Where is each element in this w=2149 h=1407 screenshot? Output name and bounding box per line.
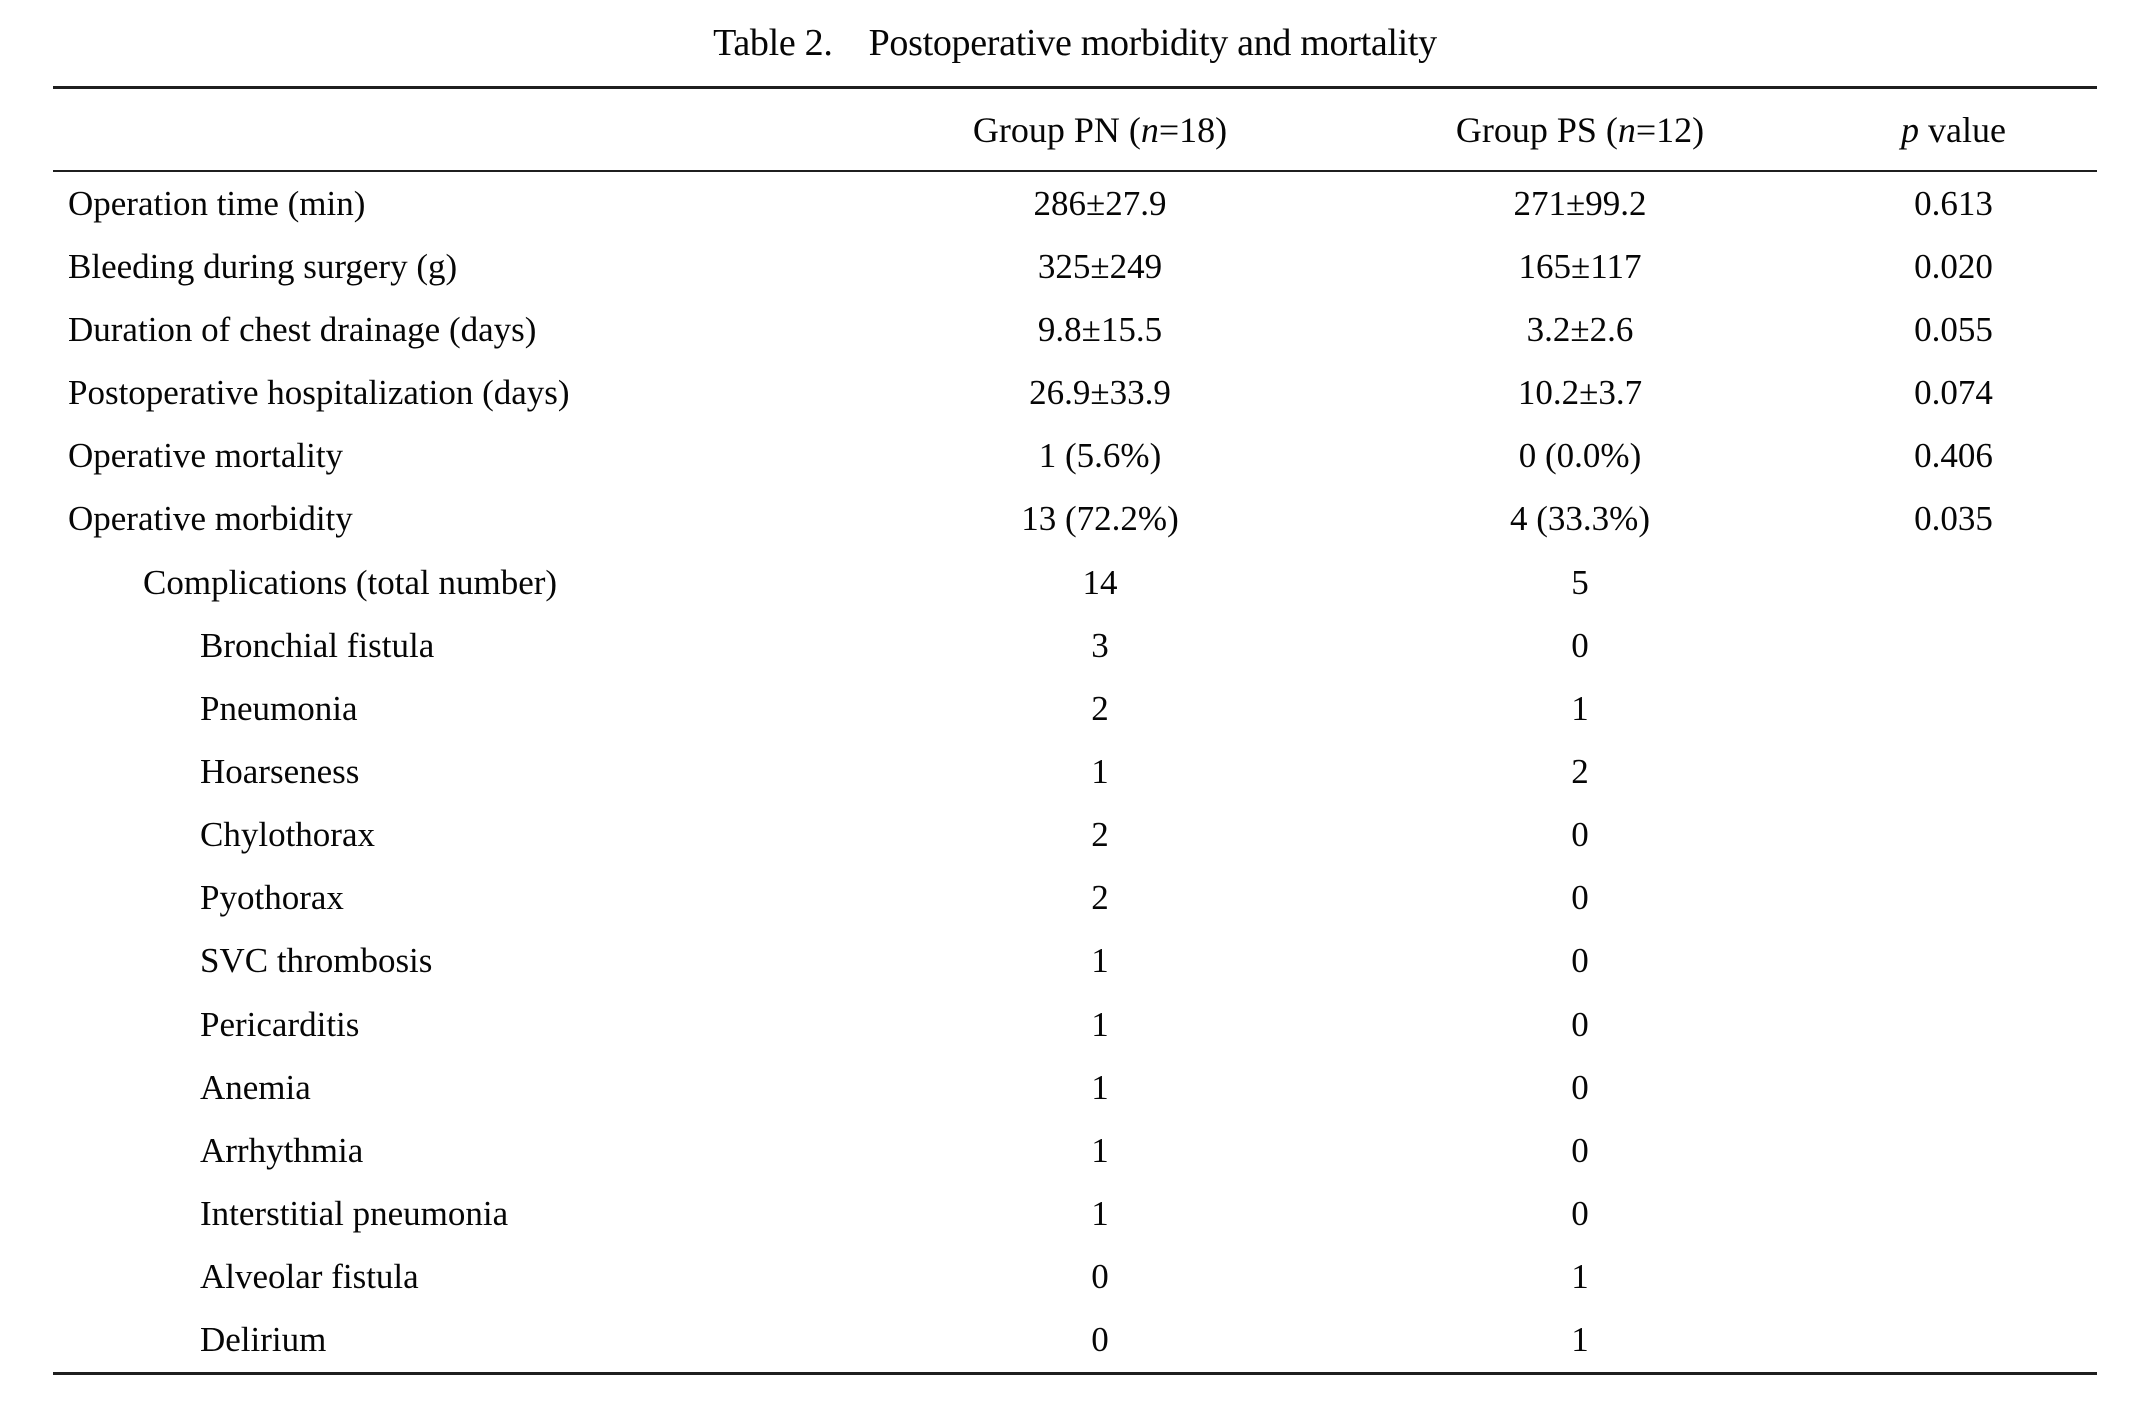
table-row: Anemia 1 0 [53, 1056, 2097, 1119]
group-ps-value: 0 [1571, 1194, 1589, 1234]
group-pn-value: 1 [1091, 751, 1109, 791]
table-row: Interstitial pneumonia 1 0 [53, 1183, 2097, 1246]
group-pn-value: 2 [1091, 878, 1109, 918]
row-label: Pneumonia [200, 688, 358, 728]
table-row: Bronchial fistula 3 0 [53, 614, 2097, 677]
group-ps-value: 5 [1571, 562, 1589, 602]
group-ps-value: 0 [1571, 1067, 1589, 1107]
row-label: Hoarseness [200, 751, 360, 791]
row-label: Operation time (min) [68, 183, 366, 223]
group-ps-value: 271±99.2 [1513, 183, 1647, 223]
p-value-label: value [1919, 109, 2006, 150]
group-pn-value: 26.9±33.9 [1029, 373, 1171, 413]
table-row: Chylothorax 2 0 [53, 804, 2097, 867]
column-header-group-pn: Group PN (n=18) [880, 109, 1320, 151]
group-ps-value: 165±117 [1518, 246, 1642, 286]
p-value: 0.035 [1914, 499, 1993, 539]
group-ps-value: 0 [1571, 878, 1589, 918]
group-ps-value: 0 [1571, 625, 1589, 665]
group-pn-value: 2 [1091, 815, 1109, 855]
table-figure: Table 2. Postoperative morbidity and mor… [53, 0, 2097, 1375]
group-ps-value: 0 [1571, 1130, 1589, 1170]
row-label: Delirium [200, 1320, 327, 1360]
table-row: Pericarditis 1 0 [53, 993, 2097, 1056]
group-pn-value: 1 [1091, 1130, 1109, 1170]
group-pn-value: 14 [1082, 562, 1118, 602]
group-ps-value: 1 [1571, 688, 1589, 728]
group-pn-label: Group PN ( [972, 109, 1141, 150]
group-pn-value: 1 [1091, 941, 1109, 981]
group-ps-value: 4 (33.3%) [1510, 499, 1650, 539]
p-value: 0.020 [1914, 246, 1993, 286]
row-label: Chylothorax [200, 815, 375, 855]
row-label: Bleeding during surgery (g) [68, 246, 458, 286]
table-row: Duration of chest drainage (days) 9.8±15… [53, 298, 2097, 361]
column-header-group-ps: Group PS (n=12) [1320, 109, 1840, 151]
group-pn-value: 286±27.9 [1033, 183, 1167, 223]
row-label: Operative mortality [68, 436, 344, 476]
table-row: SVC thrombosis 1 0 [53, 930, 2097, 993]
row-label: Complications (total number) [143, 562, 558, 602]
row-label: Postoperative hospitalization (days) [68, 373, 570, 413]
group-ps-n: n [1617, 109, 1636, 150]
row-label: SVC thrombosis [200, 941, 433, 981]
table-row: Arrhythmia 1 0 [53, 1119, 2097, 1182]
group-pn-value: 1 [1091, 1194, 1109, 1234]
group-ps-value: 2 [1571, 751, 1589, 791]
group-pn-n: n [1140, 109, 1159, 150]
table-row: Operative mortality 1 (5.6%) 0 (0.0%) 0.… [53, 425, 2097, 488]
group-pn-value: 0 [1091, 1257, 1109, 1297]
row-label: Interstitial pneumonia [200, 1194, 509, 1234]
column-header-p-value: p value [1840, 109, 2097, 151]
group-ps-value: 0 (0.0%) [1518, 436, 1642, 476]
group-pn-value: 9.8±15.5 [1037, 309, 1163, 349]
row-label: Arrhythmia [200, 1130, 364, 1170]
group-ps-label: Group PS ( [1455, 109, 1618, 150]
group-pn-value: 1 [1091, 1067, 1109, 1107]
group-pn-value: 0 [1091, 1320, 1109, 1360]
p-value: 0.613 [1914, 183, 1993, 223]
table-number: Table 2. [713, 22, 833, 64]
table-row: Pyothorax 2 0 [53, 867, 2097, 930]
table-row: Delirium 0 1 [53, 1309, 2097, 1372]
group-pn-count: =18) [1158, 109, 1228, 150]
group-pn-value: 1 [1091, 1004, 1109, 1044]
row-label: Alveolar fistula [200, 1257, 419, 1297]
group-pn-value: 13 (72.2%) [1021, 499, 1179, 539]
p-value: 0.055 [1914, 309, 1993, 349]
group-ps-value: 0 [1571, 815, 1589, 855]
p-value: 0.074 [1914, 373, 1993, 413]
group-ps-value: 3.2±2.6 [1526, 309, 1634, 349]
table-row: Bleeding during surgery (g) 325±249 165±… [53, 235, 2097, 298]
row-label: Duration of chest drainage (days) [68, 309, 537, 349]
table-title: Table 2. Postoperative morbidity and mor… [53, 0, 2097, 86]
group-ps-value: 1 [1571, 1320, 1589, 1360]
table-row: Postoperative hospitalization (days) 26.… [53, 361, 2097, 424]
row-label: Operative morbidity [68, 499, 353, 539]
group-pn-value: 1 (5.6%) [1038, 436, 1162, 476]
table-row: Pneumonia 2 1 [53, 677, 2097, 740]
table-body: Operation time (min) 286±27.9 271±99.2 0… [53, 172, 2097, 1375]
row-label: Pyothorax [200, 878, 344, 918]
table-row: Hoarseness 1 2 [53, 740, 2097, 803]
group-ps-count: =12) [1635, 109, 1705, 150]
row-label: Pericarditis [200, 1004, 360, 1044]
group-ps-value: 0 [1571, 1004, 1589, 1044]
table-header-row: Group PN (n=18) Group PS (n=12) p value [53, 86, 2097, 172]
group-ps-value: 1 [1571, 1257, 1589, 1297]
p-symbol: p [1901, 109, 1920, 150]
group-pn-value: 2 [1091, 688, 1109, 728]
table-row: Complications (total number) 14 5 [53, 551, 2097, 614]
table-row: Alveolar fistula 0 1 [53, 1246, 2097, 1309]
group-ps-value: 0 [1571, 941, 1589, 981]
group-pn-value: 325±249 [1037, 246, 1163, 286]
table-row: Operation time (min) 286±27.9 271±99.2 0… [53, 172, 2097, 235]
table-row: Operative morbidity 13 (72.2%) 4 (33.3%)… [53, 488, 2097, 551]
group-ps-value: 10.2±3.7 [1517, 373, 1643, 413]
row-label: Bronchial fistula [200, 625, 435, 665]
row-label: Anemia [200, 1067, 311, 1107]
table-caption: Postoperative morbidity and mortality [868, 22, 1438, 64]
p-value: 0.406 [1914, 436, 1993, 476]
group-pn-value: 3 [1091, 625, 1109, 665]
